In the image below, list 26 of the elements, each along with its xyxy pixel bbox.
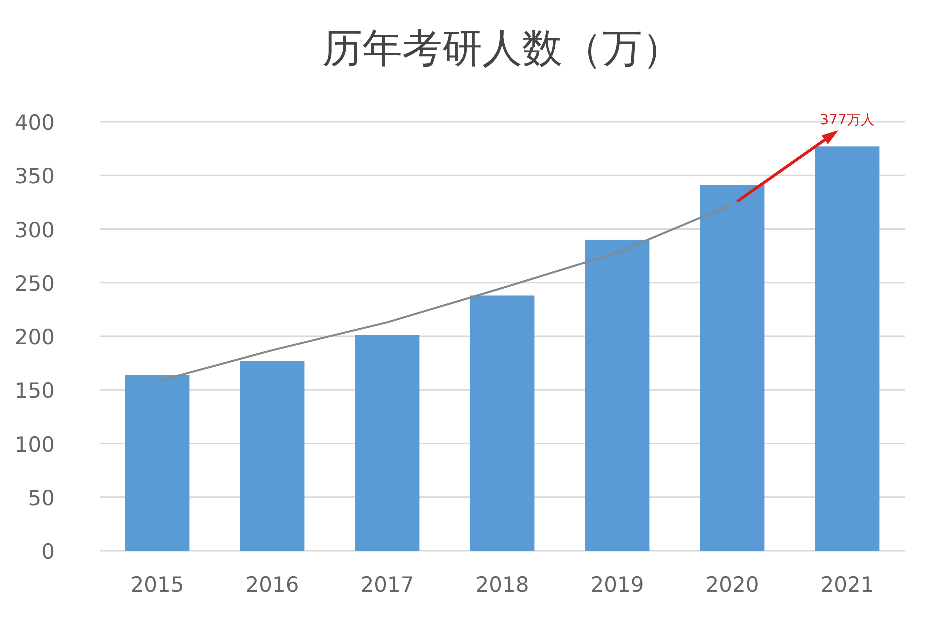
line-series <box>156 204 734 383</box>
y-tick-label: 150 <box>14 379 55 404</box>
bar <box>355 335 420 551</box>
x-tick-label: 2020 <box>706 573 760 597</box>
bar <box>470 296 535 551</box>
y-tick-label: 100 <box>14 432 55 457</box>
bar <box>240 361 305 551</box>
y-tick-label: 400 <box>14 111 55 135</box>
bar <box>125 375 190 551</box>
x-tick-label: 2017 <box>360 573 414 597</box>
bar <box>815 146 880 551</box>
x-tick-label: 2021 <box>820 573 874 597</box>
y-tick-label: 200 <box>14 326 55 350</box>
x-tick-label: 2016 <box>246 573 300 597</box>
y-tick-label: 250 <box>14 272 55 296</box>
annotation: 377万人 <box>820 112 875 129</box>
x-tick-label: 2019 <box>590 573 644 597</box>
y-tick-label: 50 <box>28 486 55 510</box>
chart-title: 历年考研人数（万） <box>322 26 682 72</box>
x-tick-label: 2015 <box>130 573 184 597</box>
bar <box>700 185 765 551</box>
y-tick-label: 300 <box>14 218 55 242</box>
x-tick-label: 2018 <box>476 573 530 597</box>
bar <box>585 240 650 551</box>
y-tick-label: 350 <box>14 164 55 189</box>
y-tick-label: 0 <box>42 540 55 564</box>
